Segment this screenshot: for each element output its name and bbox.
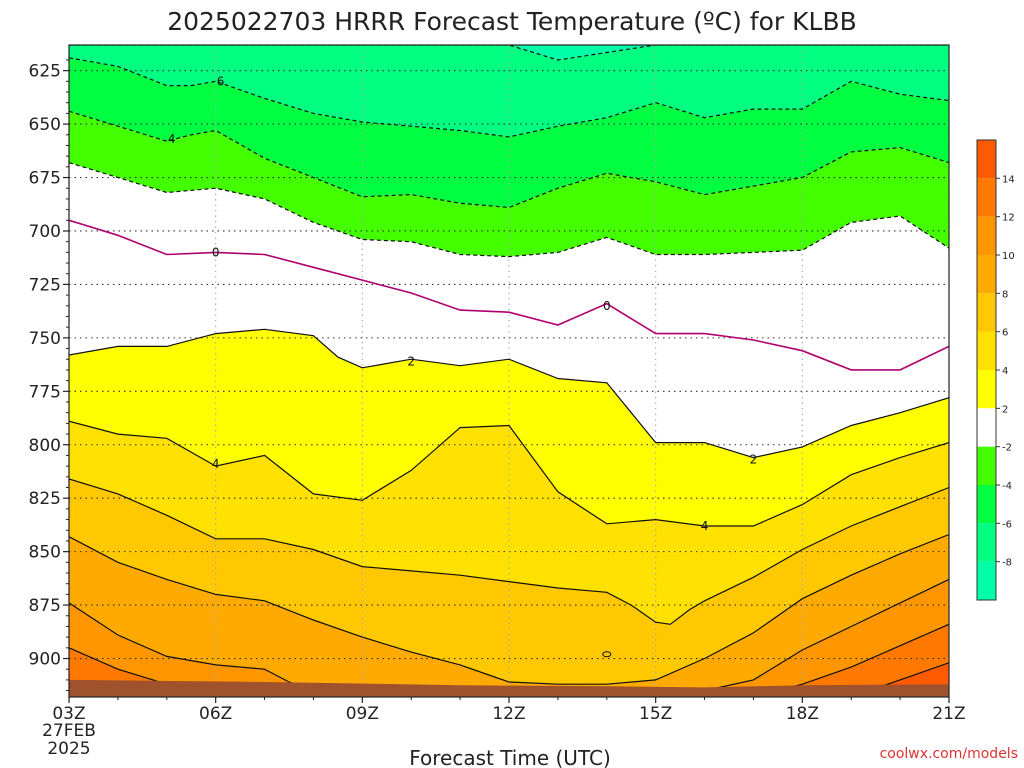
- x-tick-label: 09Z: [346, 704, 379, 724]
- band-minus-6-to-minus-4: [69, 57, 949, 208]
- y-tick-label: 625: [29, 62, 61, 82]
- contour-label: 6: [217, 74, 225, 88]
- colorbar-tick-label: 6: [1002, 328, 1008, 339]
- band-2-to-4: [69, 329, 949, 526]
- y-tick-label: 875: [29, 596, 61, 616]
- band-minus-8-to-minus-6: [69, 45, 949, 137]
- band-4-to-6: [69, 421, 949, 625]
- y-tick-label: 650: [29, 115, 61, 135]
- colorbar-swatch: [977, 561, 996, 600]
- band-10-to-12: [69, 579, 949, 691]
- surface-ground: [69, 679, 949, 697]
- colorbar-swatch: [977, 216, 996, 255]
- x-tick-label: 12Z: [492, 704, 525, 724]
- y-tick-label: 800: [29, 436, 61, 456]
- colorbar-tick-label: -4: [1002, 481, 1012, 492]
- colorbar-swatch: [977, 255, 996, 294]
- contour-label: 4: [701, 519, 709, 533]
- contour-line--6: [69, 57, 949, 138]
- colorbar-tick-label: 2: [1002, 404, 1008, 415]
- x-tick-label: 21Z: [932, 704, 965, 724]
- colorbar-swatch: [977, 370, 996, 409]
- y-tick-label: 825: [29, 489, 61, 509]
- contour-label: 2: [407, 354, 415, 368]
- contour-line--4: [69, 110, 949, 209]
- colorbar-swatch: [977, 178, 996, 217]
- contour-line--2: [69, 162, 949, 258]
- y-tick-label: 725: [29, 275, 61, 295]
- colorbar-swatch: [977, 293, 996, 332]
- contour-label: 4: [168, 132, 176, 146]
- colorbar-tick-label: -2: [1002, 443, 1012, 454]
- contour-line-4: [69, 420, 949, 527]
- band-8-to-10: [69, 534, 949, 691]
- contour-line-0: [69, 219, 949, 371]
- y-tick-label: 675: [29, 169, 61, 189]
- contour-label: 0: [212, 245, 220, 259]
- y-tick-label: 850: [29, 543, 61, 563]
- colorbar-tick-label: 14: [1002, 174, 1015, 185]
- contour-label: 0: [603, 299, 611, 313]
- colorbar-swatch: [977, 485, 996, 524]
- chart-title: 2025022703 HRRR Forecast Temperature (ºC…: [167, 7, 857, 36]
- contour-line-2: [69, 328, 949, 459]
- colorbar-tick-label: 8: [1002, 289, 1008, 300]
- colorbar-tick-label: -6: [1002, 519, 1012, 530]
- x-tick-label: 06Z: [199, 704, 232, 724]
- x-axis-label: Forecast Time (UTC): [409, 746, 611, 768]
- credit-text: coolwx.com/models: [880, 746, 1018, 762]
- contour-line-6: [69, 478, 949, 625]
- colorbar-tick-label: -8: [1002, 558, 1012, 569]
- y-tick-label: 900: [29, 650, 61, 670]
- contour-line-8: [69, 533, 949, 685]
- contour-closed-small: [602, 651, 612, 658]
- y-tick-label: 750: [29, 329, 61, 349]
- y-axis: 625 650 675 700 725 750 775 800 825 850 875 900: [29, 59, 69, 692]
- contour-line--8: [69, 45, 949, 61]
- colorbar-swatch: [977, 408, 996, 447]
- x-tick-label: 15Z: [639, 704, 672, 724]
- y-tick-label: 775: [29, 382, 61, 402]
- x-tick-label: 18Z: [786, 704, 819, 724]
- colorbar-tick-label: 4: [1002, 366, 1008, 377]
- surface-terrain: [69, 679, 949, 697]
- x-axis: 03Z 06Z 09Z 12Z 15Z 18Z 21Z: [52, 697, 966, 724]
- x-date-line1: 27FEB: [42, 721, 96, 741]
- contour-label: 2: [750, 453, 758, 467]
- colorbar-swatch: [977, 140, 996, 179]
- contour-label: 4: [212, 457, 220, 471]
- colorbar-tick-label: 10: [1002, 251, 1015, 262]
- colorbar-swatch: [977, 331, 996, 370]
- band-minus-4-to-minus-2: [69, 111, 949, 257]
- x-date-line2: 2025: [47, 739, 90, 759]
- contour-labels: 6 4 0 0 2 2 4 4: [168, 74, 758, 533]
- y-tick-label: 700: [29, 222, 61, 242]
- x-tick-label: 03Z: [52, 704, 85, 724]
- colorbar-swatch: [977, 446, 996, 485]
- colorbar: 14 12 10 8 6 4 2 -2 -4 -6 -8: [976, 139, 1015, 601]
- colorbar-tick-label: 12: [1002, 213, 1015, 224]
- grid-lines: [68, 45, 950, 697]
- colorbar-swatch: [977, 523, 996, 562]
